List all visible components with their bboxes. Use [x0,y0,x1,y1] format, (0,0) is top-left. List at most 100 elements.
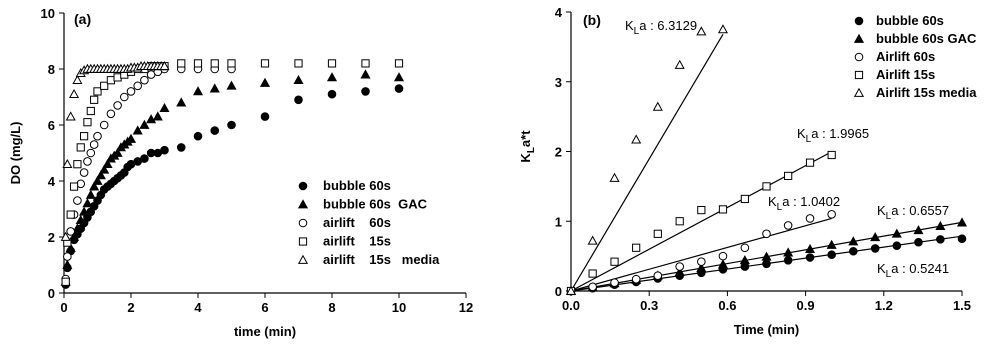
data-point-a-series-3 [100,81,109,90]
legend-marker-b-3 [854,70,864,80]
data-point-b-series-1 [913,225,924,235]
data-point-a-series-3 [83,118,92,127]
x-tick-label-b: 0.9 [797,298,815,313]
data-point-a-series-1 [69,231,80,241]
data-point-a-series-0 [227,120,236,130]
data-point-a-series-1 [226,80,237,90]
data-point-a-series-1 [209,83,220,93]
legend-marker-a-3 [298,237,308,246]
data-point-b-series-3 [675,217,684,226]
data-point-a-series-3 [260,59,270,68]
legend-label-a: airlift 15s media [323,252,440,267]
data-point-b-series-2 [675,262,684,271]
data-point-a-series-3 [90,95,99,104]
data-point-a-series-3 [106,76,116,85]
data-point-b-series-0 [957,234,967,243]
data-point-a-series-1 [132,125,143,135]
data-point-b-series-3 [632,243,641,252]
legend-marker-a-2 [298,218,308,228]
data-point-a-series-2 [133,81,142,91]
data-point-b-series-4 [717,24,729,34]
legend-marker-a-0 [298,181,308,191]
data-point-a-series-0 [294,95,303,105]
data-point-b-series-1 [804,243,816,254]
data-point-a-series-0 [260,112,270,121]
y-tick-label-a: 4 [48,174,56,189]
kla-annotation-sub: L [634,26,640,37]
y-tick-label-b: 1 [555,214,562,229]
data-point-a-series-3 [76,143,85,152]
data-point-b-series-4 [631,134,642,144]
y-tick-label-b: 3 [555,75,562,90]
data-point-a-series-1 [79,206,90,216]
data-point-a-series-2 [63,252,72,261]
data-point-a-series-3 [177,59,186,68]
data-point-b-series-2 [610,278,619,287]
data-point-a-series-2 [89,140,99,149]
data-point-a-series-3 [73,160,82,169]
legend-marker-a-1 [297,199,309,209]
data-point-b-series-3 [588,269,597,278]
data-point-a-series-3 [294,59,303,68]
data-point-a-series-0 [140,154,149,163]
data-point-a-series-1 [259,77,271,87]
data-point-b-series-2 [631,274,641,284]
data-point-a-series-1 [95,170,106,180]
data-point-a-series-2 [73,196,82,205]
data-point-a-series-2 [126,87,136,96]
data-point-b-series-1 [891,228,902,238]
kla-annotation-b-2: KLa : 1.0402 [768,194,840,213]
y-axis-label-a: DO (mg/L) [8,122,23,185]
data-point-a-series-1 [112,147,123,157]
data-point-b-series-2 [762,229,771,239]
data-point-a-series-3 [113,73,122,82]
data-point-a-series-0 [327,89,337,99]
data-point-b-series-3 [610,257,619,266]
data-point-b-origin-4 [565,285,577,295]
y-tick-label-a: 2 [48,230,55,245]
data-point-b-series-3 [653,229,662,238]
x-tick-label-b: 1.5 [953,298,971,313]
data-point-a-series-4 [65,111,76,121]
y-axis-label-b-rest: a*t [518,130,533,147]
data-point-a-series-1 [293,74,304,85]
data-point-a-series-1 [159,102,170,113]
data-point-a-series-3 [327,59,337,68]
data-point-a-series-1 [75,214,86,225]
data-point-a-series-3 [227,59,236,68]
kla-annotation-b-3: KLa : 1.9965 [797,126,869,145]
data-point-a-series-1 [152,111,163,121]
legend-label-b: Airlift 60s [876,49,935,64]
data-point-b-series-3 [740,194,749,204]
kla-annotation-sub: L [886,211,892,222]
kla-annotation-b-1: KLa : 0.6557 [877,203,949,222]
data-point-a-series-1 [146,114,157,124]
data-point-a-series-0 [394,84,404,93]
data-point-b-series-3 [784,171,793,181]
data-point-b-series-0 [805,253,815,262]
x-tick-label-b: 0.0 [562,298,580,313]
x-tick-label-b: 1.2 [875,298,893,313]
legend-marker-b-1 [853,33,865,43]
data-point-a-series-2 [83,157,92,166]
data-point-b-series-4 [696,26,707,36]
data-point-b-series-2 [718,251,728,261]
legend-marker-b-2 [854,52,864,62]
kla-annotation-sub: L [886,269,892,280]
data-point-b-series-1 [739,255,750,265]
data-point-b-series-1 [956,217,968,227]
data-point-a-series-2 [140,75,149,85]
x-tick-label-a: 10 [392,300,406,315]
y-tick-label-a: 6 [48,118,55,133]
legend-marker-b-4 [853,87,865,97]
kla-annotation-main: K [797,126,806,141]
data-point-a-series-1 [82,198,93,208]
data-point-b-series-4 [587,235,598,245]
data-point-a-series-1 [65,242,76,253]
data-point-b-series-4 [674,59,685,69]
data-point-a-series-2 [79,168,89,177]
data-point-a-series-2 [106,109,116,119]
y-tick-label-b: 0 [555,284,562,299]
kla-annotation-rest: a : 0.5241 [891,261,949,276]
data-point-b-series-2 [805,214,815,223]
